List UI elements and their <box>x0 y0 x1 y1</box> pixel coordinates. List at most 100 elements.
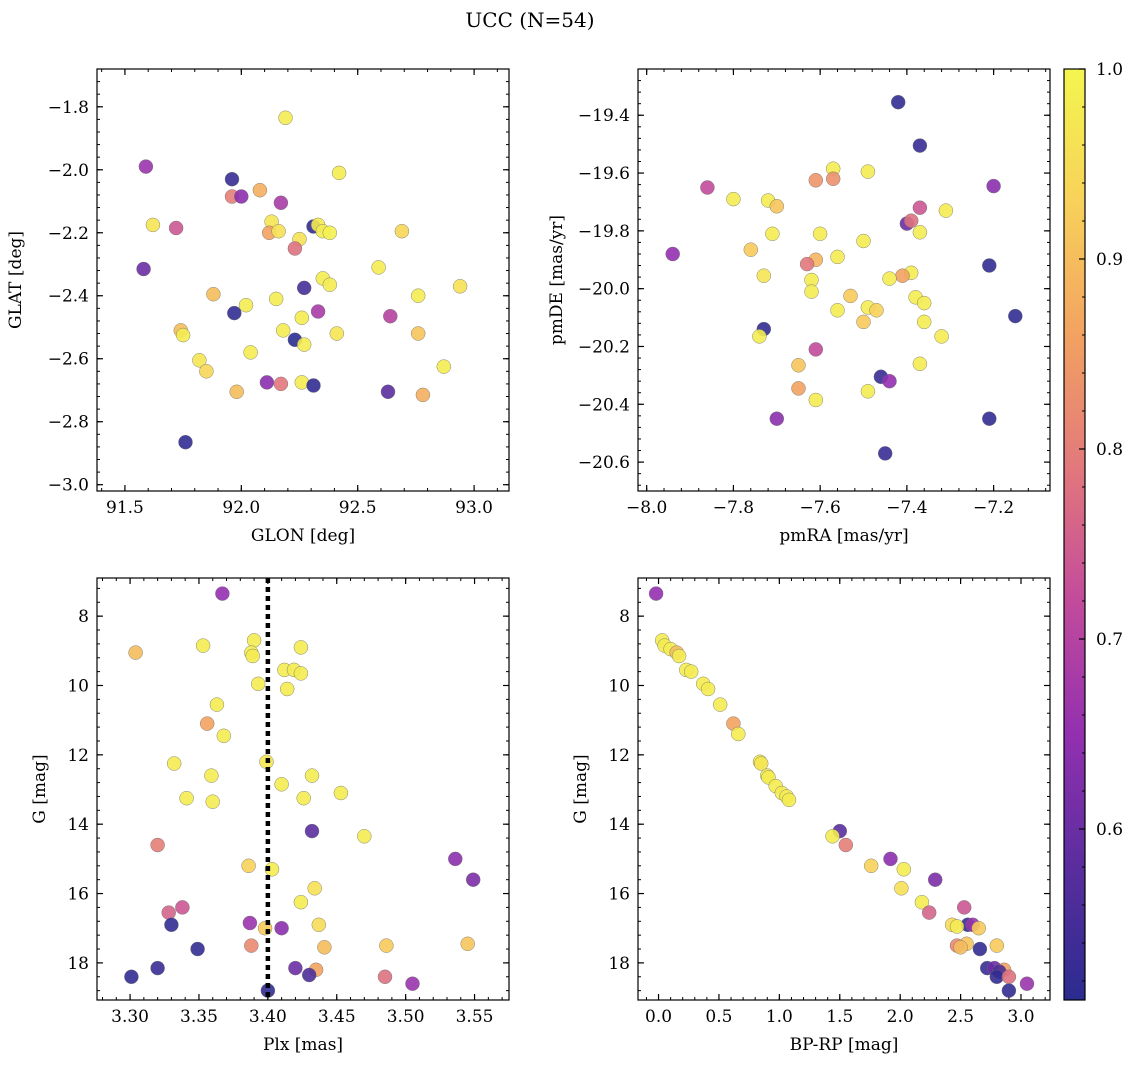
data-point <box>310 304 326 319</box>
data-point <box>168 220 184 236</box>
data-point <box>781 792 797 808</box>
y-tick-label: −20.2 <box>578 337 630 357</box>
data-point <box>138 159 154 174</box>
data-point <box>986 178 1001 194</box>
data-point <box>856 314 871 330</box>
data-point <box>448 851 463 867</box>
data-point <box>957 900 972 915</box>
data-point <box>150 960 165 976</box>
data-point <box>280 681 295 697</box>
data-point <box>1001 983 1017 998</box>
y-tick-label: 8 <box>78 607 89 627</box>
data-point <box>297 280 312 296</box>
data-point <box>216 728 232 743</box>
data-point <box>394 223 410 239</box>
y-tick-label: −2.4 <box>48 287 89 307</box>
data-point <box>765 226 780 242</box>
x-tick-label: 3.45 <box>318 1007 356 1027</box>
data-point <box>175 327 191 343</box>
x-axis-label: Plx [mas] <box>263 1035 343 1055</box>
data-point <box>982 258 997 273</box>
x-tick-label: 93.0 <box>455 498 493 518</box>
data-point <box>302 967 317 983</box>
data-point <box>164 917 179 932</box>
data-point <box>304 823 320 839</box>
data-point <box>161 905 176 920</box>
data-point <box>436 359 451 374</box>
data-point <box>206 287 221 302</box>
y-tick-label: 10 <box>67 676 89 696</box>
data-point <box>914 895 930 910</box>
data-point <box>466 872 481 887</box>
data-point <box>756 268 771 283</box>
y-tick-label: 10 <box>608 676 630 696</box>
data-point <box>752 329 767 344</box>
x-tick-label: 3.35 <box>180 1007 218 1027</box>
data-point <box>204 768 219 783</box>
y-tick-label: −20.0 <box>578 280 630 300</box>
data-point <box>912 356 928 371</box>
data-point <box>293 895 309 910</box>
x-tick-label: −7.2 <box>973 498 1014 518</box>
x-tick-label: 3.0 <box>1007 1007 1034 1027</box>
data-point <box>293 666 309 681</box>
data-point <box>274 777 289 792</box>
colorbar-tick-label: 0.8 <box>1096 440 1123 460</box>
scatter-points <box>124 586 481 998</box>
x-axis-label: pmRA [mas/yr] <box>779 526 908 546</box>
data-point <box>700 180 715 195</box>
data-point <box>304 768 320 783</box>
data-point <box>199 716 215 731</box>
axes-frame <box>637 68 1051 492</box>
x-tick-label: 2.5 <box>947 1007 974 1027</box>
data-point <box>882 374 897 389</box>
data-point <box>731 726 746 742</box>
data-point <box>317 940 332 955</box>
data-point <box>252 182 268 198</box>
data-point <box>648 586 664 601</box>
data-point <box>830 303 845 318</box>
data-point <box>371 260 386 275</box>
data-point <box>296 791 311 806</box>
y-tick-label: −19.6 <box>578 164 630 184</box>
x-tick-label: 1.5 <box>826 1007 853 1027</box>
data-point <box>242 915 258 931</box>
x-tick-label: 3.40 <box>249 1007 287 1027</box>
data-point <box>150 837 165 853</box>
data-point <box>460 936 475 951</box>
data-point <box>769 199 784 214</box>
data-point <box>812 226 828 242</box>
panel-plx-g: 3.30 3.35 3.40 3.45 3.50 3.55 8 10 12 14 16 18 Plx [… <box>30 577 510 1055</box>
data-point <box>843 288 858 304</box>
colorbar-tick-label: 0.7 <box>1096 630 1123 650</box>
data-point <box>972 941 988 957</box>
x-tick-label: 0.5 <box>705 1007 732 1027</box>
data-point <box>1019 976 1035 991</box>
data-point <box>274 921 289 936</box>
data-point <box>145 217 161 233</box>
y-tick-label: 18 <box>608 954 630 974</box>
data-point <box>251 676 266 691</box>
data-point <box>411 326 426 341</box>
data-point <box>917 295 932 311</box>
data-point <box>700 681 716 697</box>
data-point <box>1001 969 1017 984</box>
data-point <box>269 291 284 307</box>
data-point <box>244 938 259 953</box>
data-point <box>175 900 190 915</box>
data-point <box>769 411 784 426</box>
data-point <box>878 446 893 461</box>
y-axis-label: G [mag] <box>571 754 591 823</box>
x-axis-label: BP-RP [mag] <box>790 1035 899 1055</box>
data-point <box>178 435 193 450</box>
data-point <box>882 271 897 286</box>
data-point <box>883 851 898 867</box>
panel-pmra-pmde: −8.0 −7.8 −7.6 −7.4 −7.2 −19.4 −19.6 −19.8 −20.0… <box>547 68 1051 546</box>
data-point <box>238 298 254 313</box>
data-point <box>928 872 943 887</box>
data-point <box>989 938 1004 953</box>
data-point <box>912 138 928 153</box>
y-tick-label: −1.8 <box>48 98 89 118</box>
x-tick-label: −8.0 <box>626 498 667 518</box>
